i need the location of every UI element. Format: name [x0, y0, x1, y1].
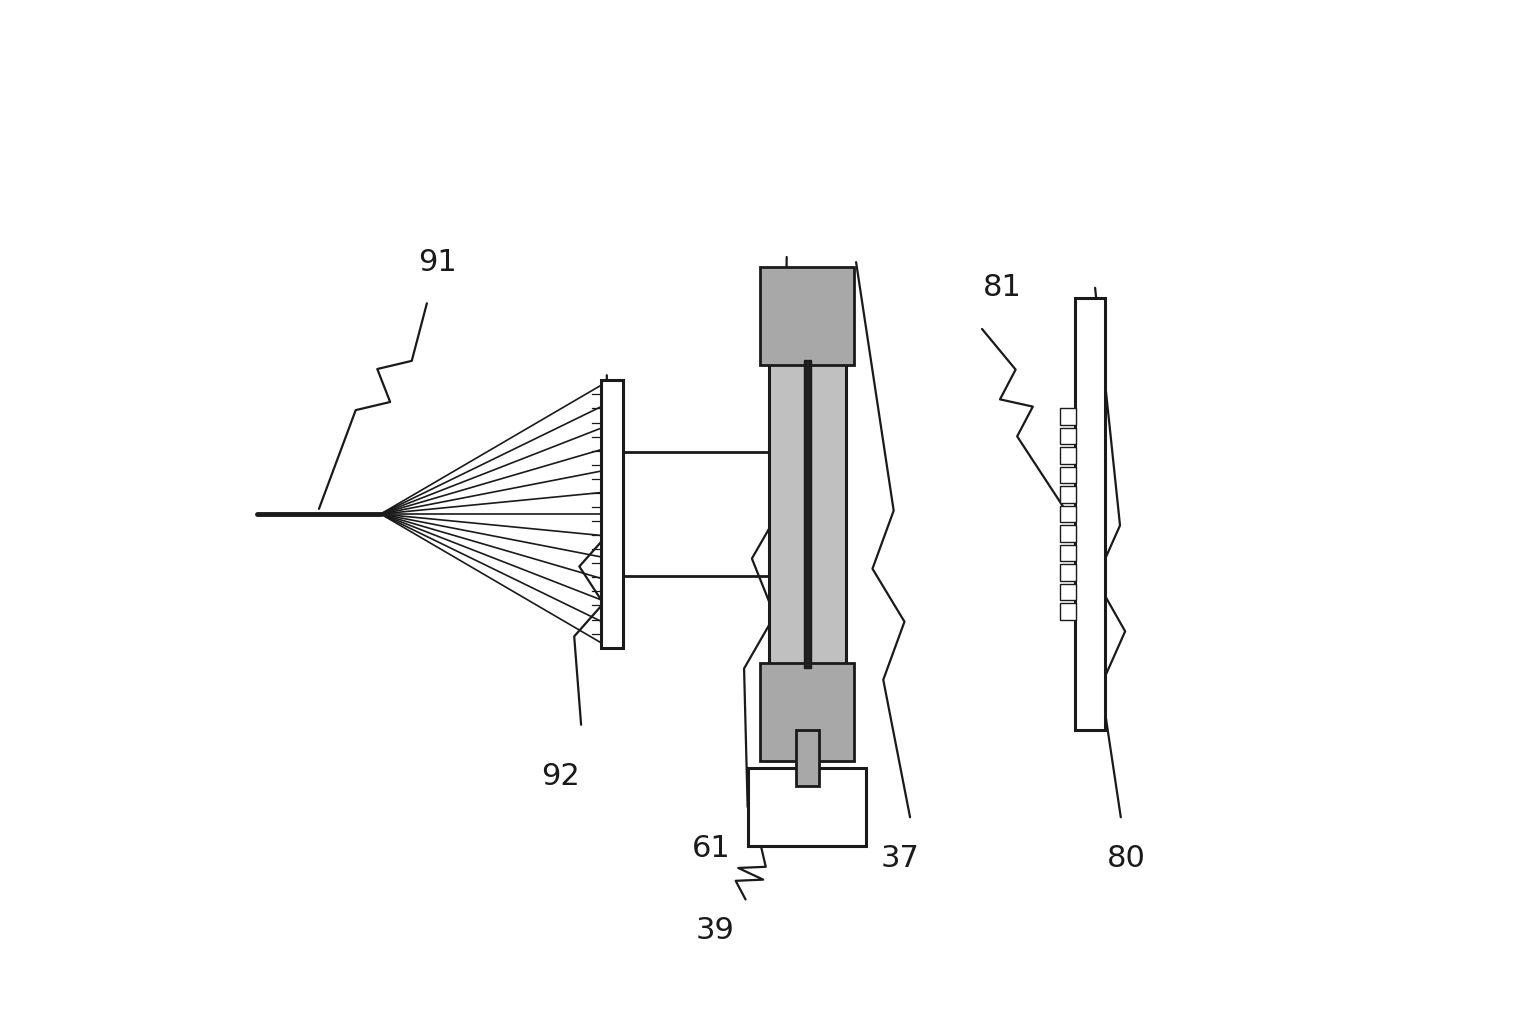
Text: 81: 81 — [983, 273, 1021, 302]
Bar — [761, 267, 854, 365]
Bar — [1059, 467, 1076, 483]
Bar — [1059, 584, 1076, 600]
Bar — [1059, 408, 1076, 425]
Text: 61: 61 — [693, 834, 731, 862]
Bar — [1075, 298, 1105, 730]
Text: 37: 37 — [880, 844, 919, 873]
Bar — [601, 380, 622, 648]
Bar — [1059, 428, 1076, 444]
Text: 80: 80 — [1106, 844, 1146, 873]
Bar — [769, 298, 846, 730]
Bar — [804, 360, 811, 668]
Bar — [1059, 545, 1076, 561]
Bar — [749, 769, 866, 845]
Text: 92: 92 — [542, 762, 580, 791]
Bar — [1059, 564, 1076, 581]
Bar — [1059, 603, 1076, 620]
Bar — [761, 663, 854, 761]
Bar — [1059, 447, 1076, 464]
Text: 91: 91 — [419, 248, 457, 277]
Text: 39: 39 — [696, 916, 734, 945]
Bar — [796, 730, 819, 786]
Bar — [1059, 486, 1076, 503]
Bar — [1059, 506, 1076, 522]
Bar — [1059, 525, 1076, 542]
